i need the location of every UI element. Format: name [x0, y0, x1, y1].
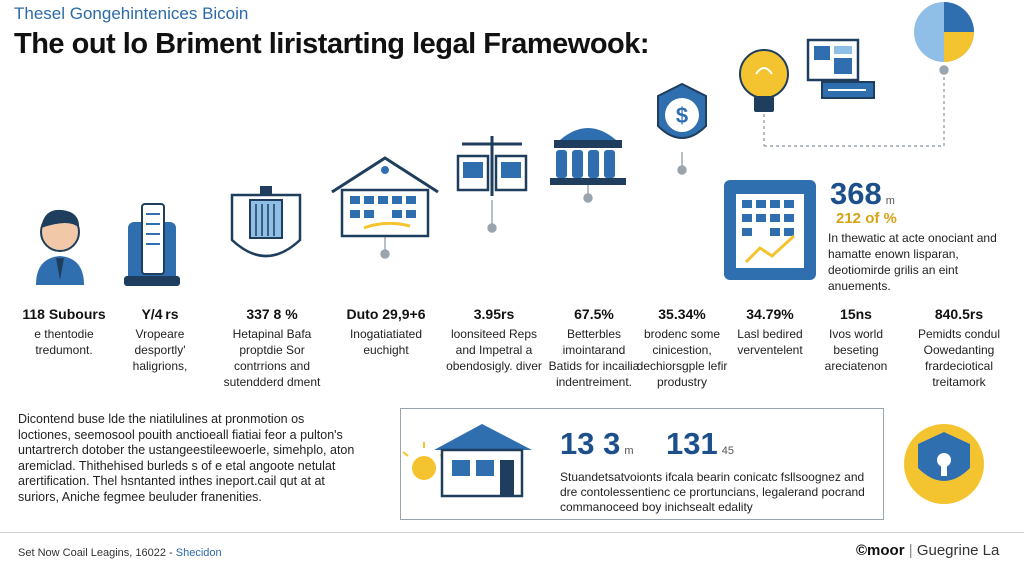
footer-divider	[0, 532, 1024, 533]
connector-lines	[380, 65, 949, 259]
stat-column: 67.5% Betterbles imointarand Batids for …	[546, 306, 642, 390]
intro-paragraph: Dicontend buse lde the niatilulines at p…	[18, 412, 355, 504]
document-holder-icon	[124, 203, 180, 286]
panel-number-2-value: 131	[666, 426, 718, 461]
panel-number-1-unit: m	[624, 445, 634, 457]
stat-desc: Ivos world beseting areciatenon	[824, 327, 888, 373]
stat-desc: Vropeare desportly' haligrions,	[132, 327, 188, 373]
right-stat-desc: In thewatic at acte onociant and hamatte…	[828, 231, 997, 293]
shield-building-icon	[230, 186, 302, 258]
stat-desc: loonsiteed Reps and Impetral a obendosig…	[446, 327, 542, 373]
shield-lock-icon	[904, 424, 984, 504]
stat-value: 840.5rs	[934, 306, 984, 322]
brand-logo: ©moor | Guegrine La	[856, 542, 1000, 559]
footer-source: Set Now Coail Leagins, 16022 - Shecidon	[18, 547, 222, 559]
stat-column: Duto 29,9+6 Inogatiatiated euchight	[336, 306, 436, 358]
brand-mark: ©moor	[856, 542, 905, 559]
right-stat-big: 368 m	[830, 176, 895, 212]
panel-number-2: 131 45	[666, 426, 734, 462]
brand-name: Guegrine La	[916, 542, 1000, 559]
stat-value: Y/4 rs	[141, 306, 179, 322]
stat-desc: Hetapinal Bafa proptdie Sor contrrions a…	[223, 327, 321, 389]
stat-value: 3.95rs	[473, 306, 515, 322]
house-chart-icon	[331, 156, 439, 238]
stat-desc: Betterbles imointarand Batids for incail…	[548, 327, 640, 389]
stat-value: 15ns	[840, 306, 872, 322]
courthouse-icon	[550, 128, 626, 185]
stat-column: 3.95rs loonsiteed Reps and Impetral a ob…	[440, 306, 548, 374]
person-icon	[36, 209, 84, 285]
stat-column: 337 8 % Hetapinal Bafa proptdie Sor cont…	[218, 306, 326, 390]
stat-column: 840.5rs Pemidts condul Oowedanting frard…	[904, 306, 1014, 390]
panel-number-2-unit: 45	[721, 445, 734, 457]
stat-column: Y/4 rs Vropeare desportly' haligrions,	[110, 306, 210, 374]
stat-desc: brodenc some cinicestion, dechiorsgple l…	[636, 327, 728, 389]
lightbulb-icon	[739, 49, 789, 112]
house-sun-icon	[402, 424, 532, 498]
panel-number-1-value: 13 3	[560, 426, 621, 461]
stat-value: 34.79%	[746, 306, 794, 322]
stat-value: 67.5%	[574, 306, 614, 322]
stat-value: 35.34%	[658, 306, 706, 322]
building-chart-icon	[724, 180, 816, 280]
monitor-icon	[806, 38, 875, 99]
stat-column: 35.34% brodenc some cinicestion, dechior…	[636, 306, 728, 390]
right-stat-number: 368	[830, 176, 882, 211]
right-stat-unit: m	[885, 195, 895, 207]
stat-column: 34.79% Lasl bedired verventelent	[726, 306, 814, 358]
stat-column: 118 Subours e thentodie tredumont.	[14, 306, 114, 358]
footer-source-link[interactable]: Shecidon	[175, 547, 222, 559]
stat-desc: e thentodie tredumont.	[34, 327, 94, 357]
stat-value: 118 Subours	[22, 306, 106, 322]
panel-desc: Stuandetsatvoionts ifcala bearin conicat…	[560, 470, 865, 514]
summary-panel	[400, 408, 884, 520]
scale-icon	[456, 136, 528, 196]
stat-desc: Pemidts condul Oowedanting frardeciotica…	[917, 327, 1001, 389]
footer-source-text: Set Now Coail Leagins, 16022 -	[18, 547, 173, 559]
stat-value: Duto 29,9+6	[346, 306, 426, 322]
dollar-shield-icon: $	[657, 82, 707, 139]
stat-desc: Inogatiatiated euchight	[349, 327, 423, 357]
header-subtitle: Thesel Gongehintenices Bicoin	[14, 4, 249, 23]
svg-text:$: $	[676, 103, 688, 128]
stat-desc: Lasl bedired verventelent	[737, 327, 803, 357]
page-title: The out lo Briment liristarting legal Fr…	[14, 28, 650, 60]
stat-column: 15ns Ivos world beseting areciatenon	[814, 306, 898, 374]
pie-chart-icon	[914, 2, 974, 62]
stat-value: 337 8 %	[246, 306, 298, 322]
right-stat-small: 212 of %	[836, 210, 897, 227]
